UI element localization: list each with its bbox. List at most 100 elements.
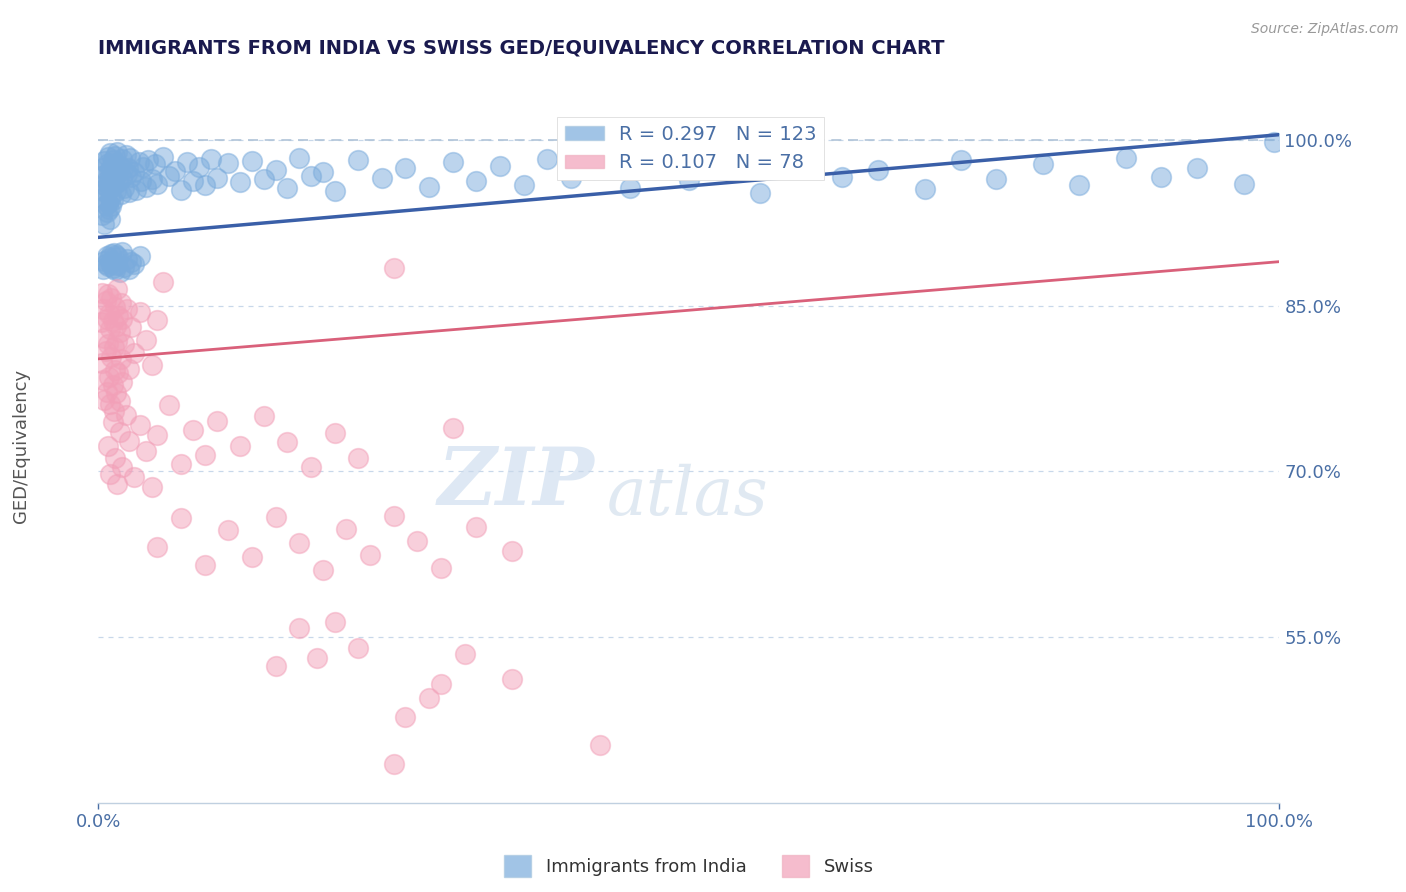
Point bbox=[141, 171, 163, 186]
Point bbox=[394, 161, 416, 175]
Point bbox=[104, 148, 127, 162]
Point bbox=[115, 168, 138, 182]
Point bbox=[97, 150, 120, 164]
Point bbox=[441, 421, 464, 435]
Point bbox=[111, 170, 134, 185]
Point bbox=[90, 169, 112, 183]
Point bbox=[589, 739, 612, 753]
Point bbox=[465, 174, 488, 188]
Point bbox=[418, 179, 440, 194]
Point bbox=[132, 160, 155, 174]
Point bbox=[101, 153, 124, 167]
Point bbox=[91, 191, 114, 205]
Point bbox=[264, 658, 287, 673]
Point bbox=[441, 155, 464, 169]
Point bbox=[122, 257, 145, 271]
Point bbox=[264, 163, 287, 178]
Point bbox=[1233, 178, 1256, 192]
Point bbox=[157, 169, 180, 183]
Point bbox=[103, 403, 125, 417]
Text: IMMIGRANTS FROM INDIA VS SWISS GED/EQUIVALENCY CORRELATION CHART: IMMIGRANTS FROM INDIA VS SWISS GED/EQUIV… bbox=[98, 39, 945, 58]
Point bbox=[103, 340, 125, 354]
Point bbox=[678, 173, 700, 187]
Point bbox=[103, 157, 125, 171]
Point bbox=[748, 186, 770, 201]
Point bbox=[122, 346, 145, 360]
Point bbox=[276, 180, 298, 194]
Point bbox=[560, 170, 582, 185]
Point bbox=[465, 519, 488, 533]
Point bbox=[108, 326, 131, 340]
Point bbox=[101, 415, 124, 429]
Point bbox=[1115, 151, 1137, 165]
Point bbox=[335, 522, 357, 536]
Point bbox=[100, 199, 122, 213]
Point bbox=[122, 470, 145, 484]
Point bbox=[146, 540, 169, 554]
Point bbox=[115, 302, 138, 317]
Point bbox=[129, 174, 152, 188]
Text: GED/Equivalency: GED/Equivalency bbox=[13, 369, 30, 523]
Point bbox=[97, 439, 120, 453]
Point bbox=[91, 373, 114, 387]
Point bbox=[93, 331, 115, 345]
Legend: Immigrants from India, Swiss: Immigrants from India, Swiss bbox=[496, 847, 882, 884]
Point bbox=[253, 409, 276, 424]
Point bbox=[110, 295, 132, 310]
Point bbox=[104, 300, 127, 314]
Point bbox=[98, 192, 121, 206]
Point bbox=[100, 247, 122, 261]
Point bbox=[104, 169, 127, 184]
Point bbox=[101, 193, 124, 207]
Point bbox=[430, 676, 453, 690]
Point bbox=[105, 318, 128, 333]
Point bbox=[406, 534, 429, 549]
Point bbox=[93, 178, 115, 193]
Point bbox=[97, 176, 120, 190]
Point bbox=[152, 150, 174, 164]
Point bbox=[103, 178, 125, 193]
Point bbox=[93, 217, 115, 231]
Point bbox=[114, 147, 136, 161]
Point bbox=[984, 171, 1007, 186]
Point bbox=[229, 175, 252, 189]
Point bbox=[97, 337, 120, 351]
Point bbox=[914, 182, 936, 196]
Point bbox=[94, 344, 117, 359]
Point bbox=[112, 161, 135, 176]
Point bbox=[135, 443, 157, 458]
Point bbox=[157, 398, 180, 412]
Point bbox=[347, 641, 370, 656]
Point bbox=[949, 153, 972, 167]
Point bbox=[96, 157, 118, 171]
Point bbox=[98, 211, 121, 226]
Point bbox=[118, 361, 141, 376]
Point bbox=[501, 544, 523, 558]
Point bbox=[94, 174, 117, 188]
Point bbox=[96, 186, 118, 201]
Point bbox=[100, 179, 122, 194]
Point bbox=[93, 392, 115, 407]
Point bbox=[107, 250, 129, 264]
Point bbox=[94, 198, 117, 212]
Point bbox=[91, 183, 114, 197]
Point bbox=[103, 245, 125, 260]
Point bbox=[98, 146, 121, 161]
Point bbox=[288, 621, 311, 635]
Point bbox=[276, 434, 298, 449]
Point bbox=[305, 651, 328, 665]
Point bbox=[128, 155, 150, 169]
Point bbox=[135, 333, 157, 347]
Point bbox=[98, 164, 121, 178]
Point bbox=[107, 309, 129, 323]
Point bbox=[98, 171, 121, 186]
Point bbox=[98, 202, 121, 216]
Point bbox=[97, 259, 120, 273]
Point bbox=[240, 549, 263, 564]
Point bbox=[430, 560, 453, 574]
Point bbox=[1263, 136, 1285, 150]
Point bbox=[94, 294, 117, 309]
Point bbox=[122, 165, 145, 179]
Point bbox=[136, 153, 159, 167]
Point bbox=[101, 261, 124, 276]
